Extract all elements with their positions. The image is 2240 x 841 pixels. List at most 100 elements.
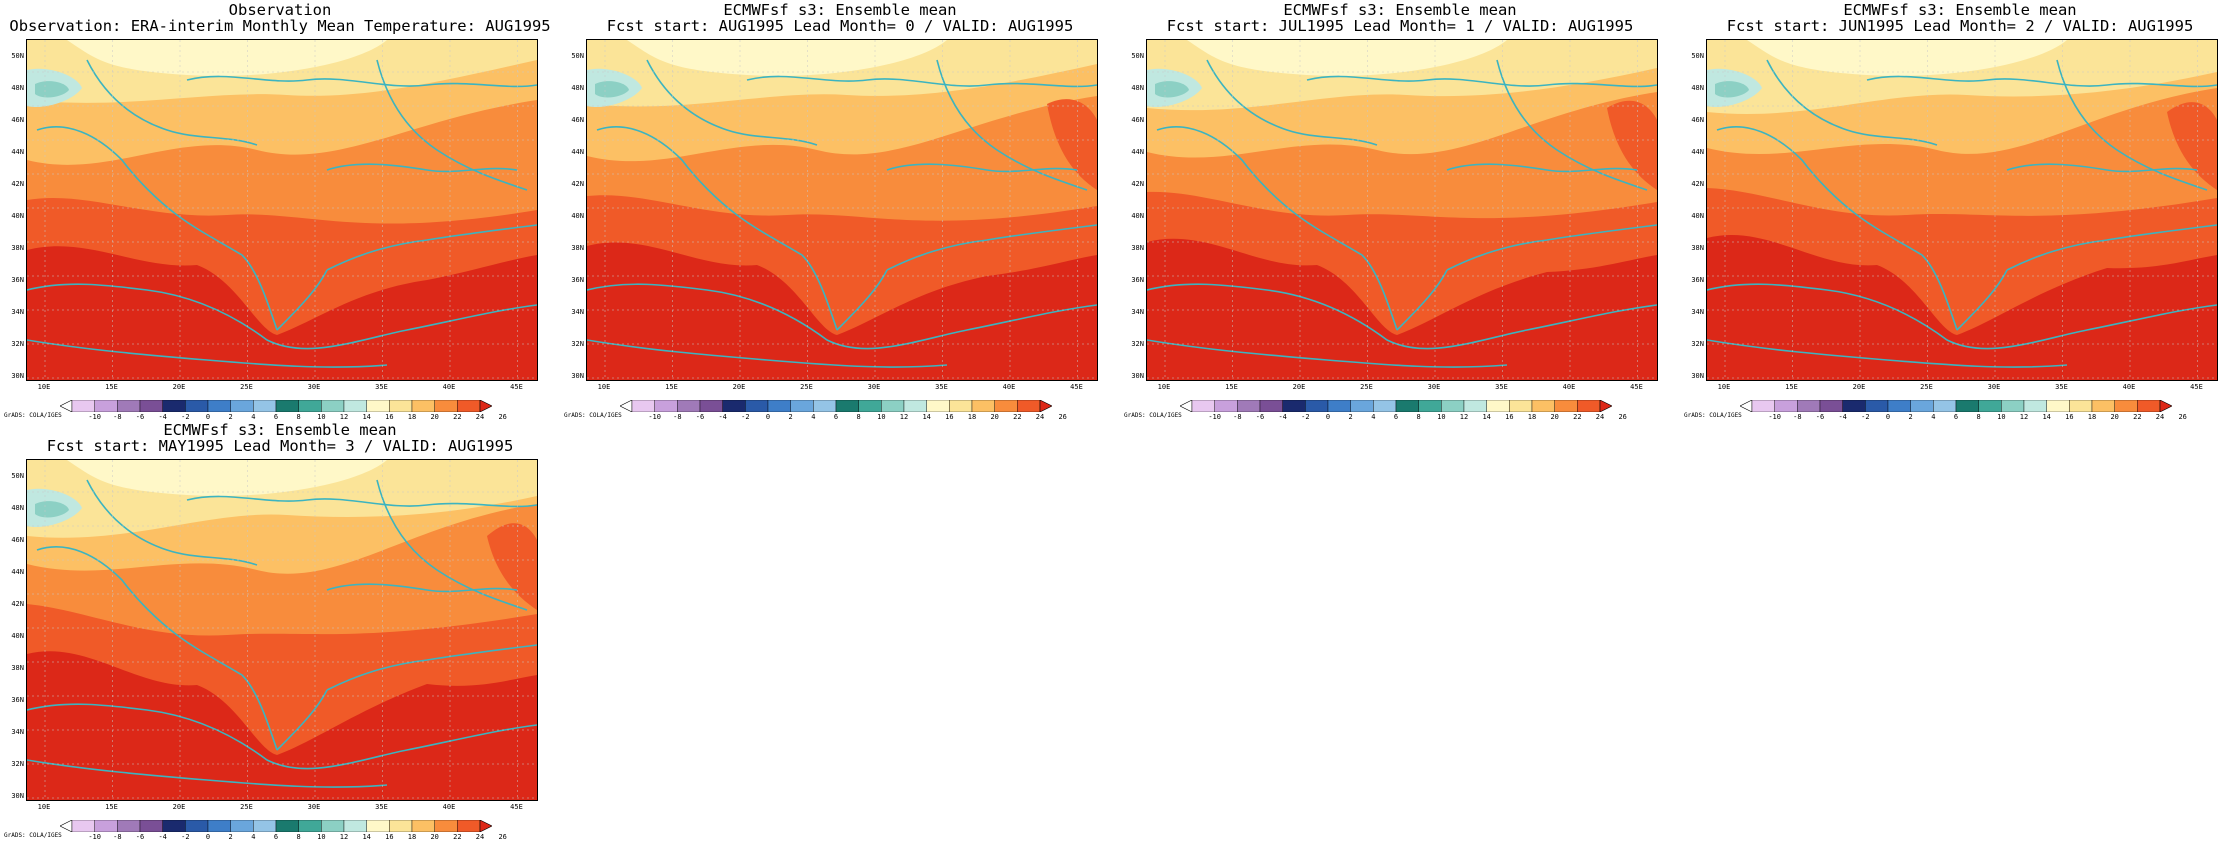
lat-label: 30N — [11, 792, 24, 800]
colorbar-swatch — [2069, 400, 2093, 412]
colorbar-label: 18 — [407, 833, 417, 841]
coastline — [186, 495, 537, 508]
colorbar-label: 26 — [2178, 413, 2187, 421]
lon-label: 15E — [1225, 383, 1238, 391]
colorbar-label: 2 — [228, 413, 233, 421]
colorbar-swatch — [298, 820, 322, 832]
lat-label: 46N — [1691, 116, 1704, 124]
lat-label: 44N — [1691, 148, 1704, 156]
coastline — [2006, 224, 2217, 271]
colorbar-label: -2 — [741, 413, 750, 421]
lon-label: 15E — [105, 803, 118, 811]
colorbar-label: 10 — [317, 833, 326, 841]
panel-subtitle: Fcst start: JUN1995 Lead Month= 2 / VALI… — [1726, 17, 2194, 35]
lat-label: 40N — [1131, 212, 1144, 220]
colorbar-arrow-high — [1039, 400, 1052, 412]
colorbar-swatch — [185, 820, 209, 832]
coastline — [326, 644, 537, 691]
colorbar-label: 20 — [990, 413, 999, 421]
colorbar-label: -4 — [158, 833, 167, 841]
map-panel: ECMWFsf s3: Ensemble mean Fcst start: JUN… — [1680, 0, 2240, 421]
panel-title: ECMWFsf s3: Ensemble mean — [1283, 1, 1517, 19]
coastline — [241, 254, 328, 331]
map-plot — [1146, 39, 1658, 381]
lat-label: 36N — [11, 696, 24, 704]
colorbar-label: -8 — [1793, 413, 1802, 421]
colorbar-swatch — [1554, 400, 1578, 412]
lat-label: 34N — [1691, 308, 1704, 316]
colorbar-label: 2 — [228, 833, 233, 841]
colorbar-swatch — [1887, 400, 1911, 412]
colorbar-label: 10 — [877, 413, 886, 421]
coastline — [646, 59, 818, 146]
colorbar-label: 22 — [1013, 413, 1022, 421]
colorbar-swatch — [994, 400, 1018, 412]
colorbar-arrow-high — [1599, 400, 1612, 412]
lon-label: 25E — [240, 383, 253, 391]
colorbar-swatch — [790, 400, 814, 412]
colorbar-swatch — [1819, 400, 1843, 412]
colorbar-swatch — [1865, 400, 1889, 412]
lat-label: 32N — [11, 340, 24, 348]
colorbar-swatch — [1017, 400, 1041, 412]
colorbar-swatch — [903, 400, 927, 412]
lon-label: 40E — [442, 803, 456, 811]
colorbar-label: 6 — [833, 413, 839, 421]
lon-label: 25E — [800, 383, 813, 391]
colorbar-label: 12 — [899, 413, 909, 421]
coastline — [326, 224, 537, 271]
colorbar-label: 2 — [788, 413, 793, 421]
colorbar-swatch — [71, 820, 95, 832]
lat-label: 40N — [11, 212, 24, 220]
coastline — [1306, 75, 1657, 88]
colorbar-label: 6 — [1953, 413, 1959, 421]
colorbar-arrow-high — [479, 820, 492, 832]
lon-label: 20E — [732, 383, 746, 391]
lat-label: 46N — [11, 536, 24, 544]
colorbar-swatch — [411, 400, 435, 412]
colorbar-label: -6 — [1255, 413, 1265, 421]
colorbar-label: 24 — [475, 833, 485, 841]
lon-label: 30E — [867, 383, 881, 391]
coastline — [241, 674, 328, 751]
temp-band-12 — [1715, 81, 1749, 98]
colorbar — [60, 400, 492, 412]
colorbar-swatch — [2001, 400, 2025, 412]
lat-label: 30N — [11, 372, 24, 380]
colorbar-swatch — [971, 400, 995, 412]
colorbar-label: -4 — [158, 413, 167, 421]
colorbar-label: 12 — [1459, 413, 1469, 421]
colorbar-swatch — [117, 400, 141, 412]
colorbar-swatch — [389, 400, 413, 412]
lat-label: 32N — [571, 340, 584, 348]
colorbar-swatch — [207, 400, 231, 412]
coastline — [1156, 126, 1363, 256]
temp-band-16 — [1187, 40, 1507, 76]
map-plot — [1706, 39, 2218, 381]
lon-label: 45E — [1630, 383, 1643, 391]
lon-label: 35E — [2055, 383, 2068, 391]
lat-label: 44N — [11, 568, 24, 576]
colorbar-label: 16 — [1505, 413, 1514, 421]
colorbar-swatch — [389, 820, 413, 832]
lat-label: 48N — [1691, 84, 1704, 92]
colorbar-label: 22 — [2133, 413, 2142, 421]
lon-label: 35E — [375, 803, 388, 811]
lat-label: 30N — [1691, 372, 1704, 380]
coastline — [36, 546, 243, 676]
colorbar-swatch — [654, 400, 678, 412]
colorbar-label: -6 — [695, 413, 705, 421]
colorbar — [60, 820, 492, 832]
colorbar-label: 26 — [498, 413, 507, 421]
coastline — [2006, 163, 2198, 173]
colorbar-label: 16 — [385, 833, 394, 841]
colorbar-swatch — [162, 820, 186, 832]
coastline — [1147, 283, 1657, 350]
colorbar-swatch — [185, 400, 209, 412]
colorbar-label: 24 — [475, 413, 485, 421]
colorbar-swatch — [858, 400, 882, 412]
grads-credit: GrADS: COLA/IGES — [4, 832, 62, 839]
colorbar-swatch — [434, 820, 458, 832]
colorbar-swatch — [253, 820, 277, 832]
colorbar-label: -2 — [181, 833, 190, 841]
